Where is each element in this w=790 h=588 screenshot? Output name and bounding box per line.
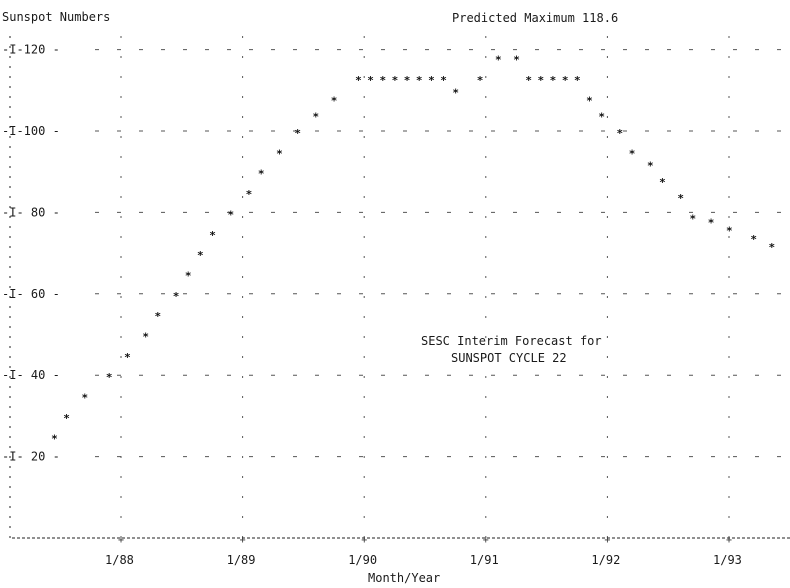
data-point: *: [124, 351, 131, 364]
predicted-maximum-annotation: Predicted Maximum 118.6: [452, 11, 618, 25]
x-tick-label: 1/92: [591, 553, 620, 567]
x-tick-mark: +: [604, 535, 610, 546]
data-point: *: [750, 233, 757, 246]
data-point: *: [294, 127, 301, 140]
y-tick-label: -I- 40 -: [2, 368, 60, 382]
x-tick-mark: +: [483, 535, 489, 546]
data-point: *: [550, 74, 557, 87]
x-tick-mark: +: [361, 535, 367, 546]
data-point: *: [416, 74, 423, 87]
data-point: *: [708, 217, 715, 230]
data-point: *: [185, 269, 192, 282]
data-point: *: [392, 74, 399, 87]
data-point: *: [331, 94, 338, 107]
data-point: *: [598, 111, 605, 124]
data-point: *: [209, 229, 216, 242]
data-points: * * * * * * * * * * * * * * * * * * * * * * * * * * * * * * * * * * * * * * * *…: [51, 54, 775, 446]
x-axis-title: Month/Year: [368, 571, 440, 585]
data-point: *: [495, 54, 502, 67]
data-point: *: [452, 86, 459, 99]
x-tick-label: 1/90: [348, 553, 377, 567]
data-point: *: [227, 208, 234, 221]
data-point: *: [428, 74, 435, 87]
data-point: *: [142, 331, 149, 344]
grid: + + + + + +: [95, 36, 790, 546]
data-point: *: [51, 432, 58, 445]
data-point: *: [258, 168, 265, 181]
data-point: *: [629, 147, 636, 160]
data-point: *: [513, 54, 520, 67]
x-tick-mark: +: [240, 535, 246, 546]
data-point: *: [440, 74, 447, 87]
data-point: *: [313, 111, 320, 124]
forecast-annotation-line1: SESC Interim Forecast for: [421, 334, 602, 348]
data-point: *: [404, 74, 411, 87]
data-point: *: [63, 412, 70, 425]
y-tick-label: -I-120 -: [2, 43, 60, 57]
x-tick-mark: +: [118, 535, 124, 546]
x-tick-label: 1/93: [713, 553, 742, 567]
axes: [9, 36, 790, 539]
data-point: *: [276, 147, 283, 160]
data-point: *: [769, 241, 776, 254]
data-point: *: [246, 188, 253, 201]
x-tick-label: 1/91: [470, 553, 499, 567]
data-point: *: [574, 74, 581, 87]
chart-title: Sunspot Numbers: [2, 10, 110, 24]
y-tick-label: -I- 60 -: [2, 287, 60, 301]
data-point: *: [355, 74, 362, 87]
data-point: *: [82, 392, 89, 405]
y-tick-label: -I- 80 -: [2, 205, 60, 219]
data-point: *: [173, 290, 180, 303]
data-point: *: [367, 74, 374, 87]
data-point: *: [106, 371, 113, 384]
y-tick-labels: -I-120 - -I-100 - -I- 80 - -I- 60 - -I- 40 -…: [2, 43, 60, 464]
data-point: *: [154, 310, 161, 323]
data-point: *: [647, 160, 654, 173]
data-point: *: [525, 74, 532, 87]
x-tick-labels: 1/88 1/89 1/90 1/91 1/92 1/93: [105, 553, 742, 567]
x-tick-mark: +: [726, 535, 732, 546]
data-point: *: [538, 74, 545, 87]
data-point: *: [586, 94, 593, 107]
data-point: *: [726, 225, 733, 238]
y-tick-label: -I-100 -: [2, 124, 60, 138]
data-point: *: [690, 212, 697, 225]
data-point: *: [477, 74, 484, 87]
data-point: *: [617, 127, 624, 140]
data-point: *: [659, 176, 666, 189]
y-tick-label: -I- 20 -: [2, 450, 60, 464]
forecast-annotation-line2: SUNSPOT CYCLE 22: [451, 351, 567, 365]
x-tick-label: 1/88: [105, 553, 134, 567]
data-point: *: [379, 74, 386, 87]
x-tick-label: 1/89: [227, 553, 256, 567]
data-point: *: [562, 74, 569, 87]
data-point: *: [197, 249, 204, 262]
data-point: *: [677, 192, 684, 205]
